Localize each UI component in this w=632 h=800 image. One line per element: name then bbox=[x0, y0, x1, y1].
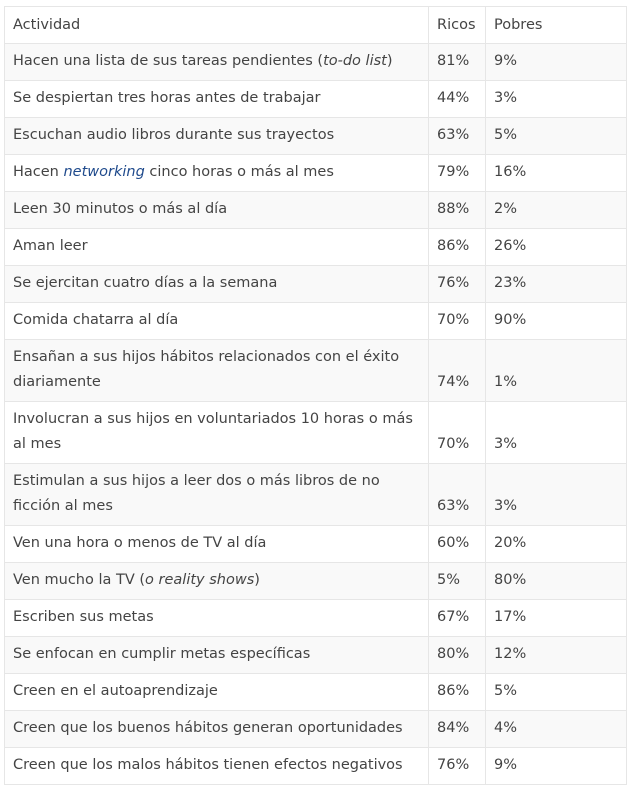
pobres-cell: 9% bbox=[485, 747, 627, 785]
pobres-cell: 2% bbox=[485, 191, 627, 229]
pobres-cell: 90% bbox=[485, 302, 627, 340]
pobres-cell: 3% bbox=[485, 401, 627, 464]
table-row: Escriben sus metas 67% 17% bbox=[4, 599, 627, 637]
pobres-cell: 5% bbox=[485, 673, 627, 711]
table-row: Comida chatarra al día 70% 90% bbox=[4, 302, 627, 340]
activity-cell: Involucran a sus hijos en voluntariados … bbox=[4, 401, 429, 464]
pobres-cell: 26% bbox=[485, 228, 627, 266]
ricos-cell: 44% bbox=[428, 80, 486, 118]
header-actividad: Actividad bbox=[4, 6, 429, 44]
ricos-cell: 67% bbox=[428, 599, 486, 637]
activity-cell: Se despiertan tres horas antes de trabaj… bbox=[4, 80, 429, 118]
header-pobres: Pobres bbox=[485, 6, 627, 44]
table-row: Creen que los malos hábitos tienen efect… bbox=[4, 747, 627, 785]
ricos-cell: 86% bbox=[428, 228, 486, 266]
ricos-cell: 80% bbox=[428, 636, 486, 674]
activity-cell: Creen en el autoaprendizaje bbox=[4, 673, 429, 711]
activity-cell: Escuchan audio libros durante sus trayec… bbox=[4, 117, 429, 155]
table-row: Hacen una lista de sus tareas pendientes… bbox=[4, 43, 627, 81]
pobres-cell: 1% bbox=[485, 339, 627, 402]
activity-cell: Creen que los buenos hábitos generan opo… bbox=[4, 710, 429, 748]
ricos-cell: 60% bbox=[428, 525, 486, 563]
ricos-cell: 74% bbox=[428, 339, 486, 402]
ricos-cell: 79% bbox=[428, 154, 486, 192]
networking-link[interactable]: networking bbox=[63, 164, 145, 180]
activity-cell: Ven una hora o menos de TV al día bbox=[4, 525, 429, 563]
activity-cell: Aman leer bbox=[4, 228, 429, 266]
activity-cell: Escriben sus metas bbox=[4, 599, 429, 637]
pobres-cell: 12% bbox=[485, 636, 627, 674]
activity-cell: Leen 30 minutos o más al día bbox=[4, 191, 429, 229]
table-row: Estimulan a sus hijos a leer dos o más l… bbox=[4, 463, 627, 526]
pobres-cell: 3% bbox=[485, 80, 627, 118]
activity-cell: Ven mucho la TV (o reality shows) bbox=[4, 562, 429, 600]
emphasis-text: o reality shows bbox=[145, 572, 255, 588]
table-row: Ven una hora o menos de TV al día 60% 20… bbox=[4, 525, 627, 563]
pobres-cell: 4% bbox=[485, 710, 627, 748]
pobres-cell: 16% bbox=[485, 154, 627, 192]
table-row: Ven mucho la TV (o reality shows) 5% 80% bbox=[4, 562, 627, 600]
ricos-cell: 63% bbox=[428, 117, 486, 155]
pobres-cell: 17% bbox=[485, 599, 627, 637]
ricos-cell: 86% bbox=[428, 673, 486, 711]
activity-cell: Ensañan a sus hijos hábitos relacionados… bbox=[4, 339, 429, 402]
table-header-row: Actividad Ricos Pobres bbox=[4, 6, 627, 44]
table-row: Hacen networking cinco horas o más al me… bbox=[4, 154, 627, 192]
activity-cell: Comida chatarra al día bbox=[4, 302, 429, 340]
activity-cell: Se ejercitan cuatro días a la semana bbox=[4, 265, 429, 303]
ricos-cell: 63% bbox=[428, 463, 486, 526]
table-row: Se ejercitan cuatro días a la semana 76%… bbox=[4, 265, 627, 303]
table-row: Creen en el autoaprendizaje 86% 5% bbox=[4, 673, 627, 711]
pobres-cell: 80% bbox=[485, 562, 627, 600]
table-row: Involucran a sus hijos en voluntariados … bbox=[4, 401, 627, 464]
activity-cell: Creen que los malos hábitos tienen efect… bbox=[4, 747, 429, 785]
table-row: Creen que los buenos hábitos generan opo… bbox=[4, 710, 627, 748]
ricos-cell: 70% bbox=[428, 302, 486, 340]
table-row: Escuchan audio libros durante sus trayec… bbox=[4, 117, 627, 155]
pobres-cell: 3% bbox=[485, 463, 627, 526]
ricos-cell: 88% bbox=[428, 191, 486, 229]
pobres-cell: 20% bbox=[485, 525, 627, 563]
activity-cell: Se enfocan en cumplir metas específicas bbox=[4, 636, 429, 674]
activity-cell: Hacen una lista de sus tareas pendientes… bbox=[4, 43, 429, 81]
habits-table-container: Actividad Ricos Pobres Hacen una lista d… bbox=[4, 6, 627, 785]
emphasis-text: to-do list bbox=[323, 53, 387, 69]
ricos-cell: 76% bbox=[428, 265, 486, 303]
ricos-cell: 5% bbox=[428, 562, 486, 600]
activity-cell: Estimulan a sus hijos a leer dos o más l… bbox=[4, 463, 429, 526]
table-row: Leen 30 minutos o más al día 88% 2% bbox=[4, 191, 627, 229]
header-ricos: Ricos bbox=[428, 6, 486, 44]
table-row: Se enfocan en cumplir metas específicas … bbox=[4, 636, 627, 674]
activity-cell: Hacen networking cinco horas o más al me… bbox=[4, 154, 429, 192]
pobres-cell: 5% bbox=[485, 117, 627, 155]
table-row: Aman leer 86% 26% bbox=[4, 228, 627, 266]
habits-table: Actividad Ricos Pobres Hacen una lista d… bbox=[4, 6, 627, 785]
pobres-cell: 9% bbox=[485, 43, 627, 81]
table-row: Ensañan a sus hijos hábitos relacionados… bbox=[4, 339, 627, 402]
ricos-cell: 81% bbox=[428, 43, 486, 81]
ricos-cell: 84% bbox=[428, 710, 486, 748]
pobres-cell: 23% bbox=[485, 265, 627, 303]
ricos-cell: 76% bbox=[428, 747, 486, 785]
ricos-cell: 70% bbox=[428, 401, 486, 464]
table-row: Se despiertan tres horas antes de trabaj… bbox=[4, 80, 627, 118]
